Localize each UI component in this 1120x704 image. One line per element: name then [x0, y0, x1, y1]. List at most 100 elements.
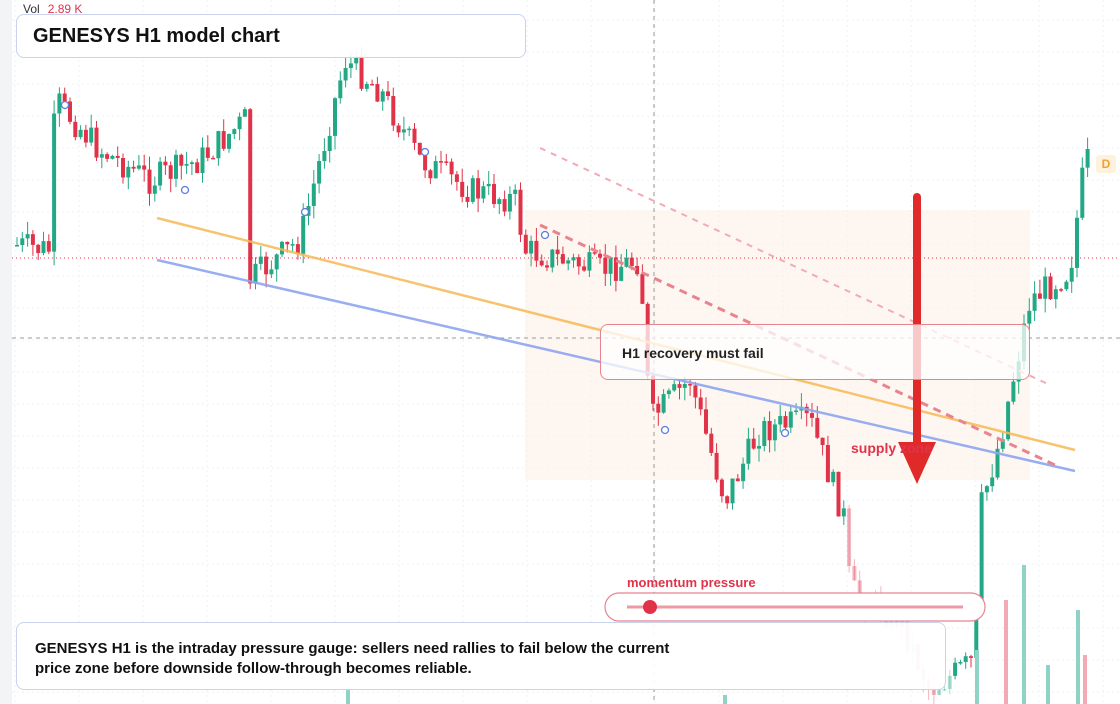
candle-body	[661, 394, 666, 413]
candle-body	[629, 257, 634, 266]
candle-body	[847, 508, 852, 566]
candle-body	[370, 83, 375, 86]
candle-body	[656, 403, 661, 413]
candle-body	[163, 161, 168, 166]
candle-body	[746, 438, 751, 464]
candle-body	[513, 189, 518, 194]
candle-body	[1000, 439, 1005, 449]
candle-body	[598, 253, 602, 258]
candle-body	[36, 244, 41, 254]
candle-body	[1011, 381, 1016, 402]
candle-body	[460, 181, 465, 197]
candle-body	[507, 193, 512, 212]
candle-body	[783, 416, 788, 428]
candle-body	[698, 397, 703, 410]
candle-body	[788, 411, 793, 428]
candle-body	[815, 417, 820, 438]
candle-body	[99, 154, 104, 158]
candle-body	[184, 164, 189, 166]
candle-body	[189, 162, 194, 165]
volume-bar	[975, 650, 979, 704]
candle-body	[311, 183, 316, 206]
candle-body	[529, 240, 534, 254]
candle-body	[78, 129, 83, 138]
candle-body	[1064, 281, 1069, 290]
candle-body	[725, 496, 730, 504]
candle-body	[666, 390, 671, 395]
candle-body	[433, 161, 438, 179]
candle-body	[518, 189, 523, 235]
candle-body	[439, 161, 443, 163]
candle-body	[380, 91, 385, 102]
candle-body	[428, 170, 433, 179]
candle-body	[825, 445, 830, 483]
candle-body	[407, 128, 412, 131]
candle-body	[136, 165, 141, 169]
candle-body	[375, 84, 380, 102]
marker	[780, 428, 790, 438]
candle-body	[216, 131, 221, 159]
candle-body	[158, 161, 163, 186]
candle-body	[285, 241, 290, 245]
candle-body	[794, 410, 799, 412]
candle-body	[200, 147, 205, 174]
badge[interactable]: D	[1096, 155, 1116, 173]
candle-body	[1043, 276, 1048, 299]
volume-bar	[1004, 600, 1008, 704]
candle-body	[831, 471, 836, 483]
candle-body	[354, 56, 359, 64]
candle-body	[974, 611, 979, 658]
candle-body	[852, 565, 857, 581]
candle-body	[767, 421, 772, 441]
candle-body	[131, 166, 136, 169]
candle-body	[751, 438, 756, 449]
candle-body	[576, 257, 581, 267]
candle-body	[152, 185, 157, 194]
candle-body	[608, 257, 613, 274]
candle-body	[587, 252, 592, 271]
candle-body	[682, 384, 687, 388]
candle-body	[338, 80, 343, 99]
candle-body	[364, 83, 369, 89]
candle-body	[704, 409, 708, 434]
candle-body	[942, 688, 947, 691]
candle-body	[735, 478, 740, 482]
marker	[180, 185, 190, 195]
candle-body	[62, 93, 67, 102]
candle-body	[571, 257, 576, 261]
candle-body	[57, 93, 62, 114]
candle-body	[762, 421, 767, 446]
candle-body	[714, 452, 719, 480]
candle-body	[534, 240, 539, 261]
candle-body	[391, 95, 396, 126]
candle-body	[52, 113, 57, 252]
candle-body	[545, 265, 549, 268]
candle-body	[126, 166, 131, 178]
candle-body	[359, 56, 364, 89]
callout: H1 recovery must fail	[600, 324, 1030, 380]
candle-body	[105, 154, 110, 159]
candle-body	[317, 161, 322, 184]
candle-body	[232, 129, 237, 135]
volume-value: 2.89 K	[47, 2, 83, 16]
candle-body	[401, 129, 406, 133]
candle-body	[115, 155, 120, 158]
candle-body	[486, 183, 491, 187]
candle-body	[963, 656, 968, 663]
candle-body	[333, 98, 337, 136]
candle-body	[1032, 293, 1037, 311]
marker	[660, 425, 670, 435]
candle-body	[195, 162, 200, 174]
candle-body	[15, 244, 19, 247]
candle-body	[995, 448, 1000, 478]
candle-body	[343, 68, 348, 81]
candle-body	[523, 234, 528, 254]
candle-body	[258, 256, 263, 264]
candle-body	[990, 477, 995, 487]
marker	[420, 147, 430, 157]
candle-body	[857, 580, 862, 598]
candle-body	[280, 241, 284, 255]
candle-body	[1075, 217, 1079, 268]
volume-bar	[1022, 565, 1026, 704]
candle-body	[688, 384, 693, 386]
